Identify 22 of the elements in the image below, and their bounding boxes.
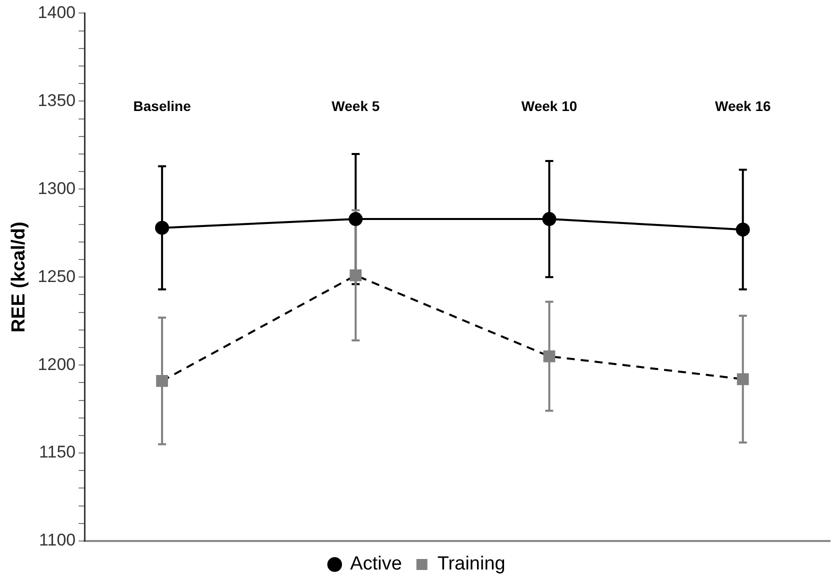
x-tick-label: Week 10 (521, 98, 578, 114)
x-tick-label: Week 16 (714, 98, 771, 114)
y-tick-label: 1300 (38, 178, 76, 198)
x-tick-label: Baseline (133, 98, 192, 114)
point (542, 212, 556, 226)
point (736, 373, 749, 386)
y-tick-label: 1200 (38, 354, 76, 374)
point (543, 350, 556, 362)
x-tick-label: Week 5 (332, 98, 380, 114)
point (736, 222, 750, 237)
y-axis-title: REE (kcal/d) (8, 222, 30, 333)
y-tick-label: 1100 (39, 530, 76, 550)
point (155, 220, 170, 235)
legend-label: Training (437, 554, 506, 575)
point (156, 374, 168, 387)
y-tick-label: 1400 (38, 2, 76, 22)
y-tick-label: 1350 (38, 90, 76, 110)
point (350, 269, 362, 282)
legend-label: Active (350, 554, 402, 575)
y-tick-label: 1150 (39, 442, 76, 462)
point (348, 212, 363, 226)
y-tick-label: 1250 (38, 266, 76, 286)
